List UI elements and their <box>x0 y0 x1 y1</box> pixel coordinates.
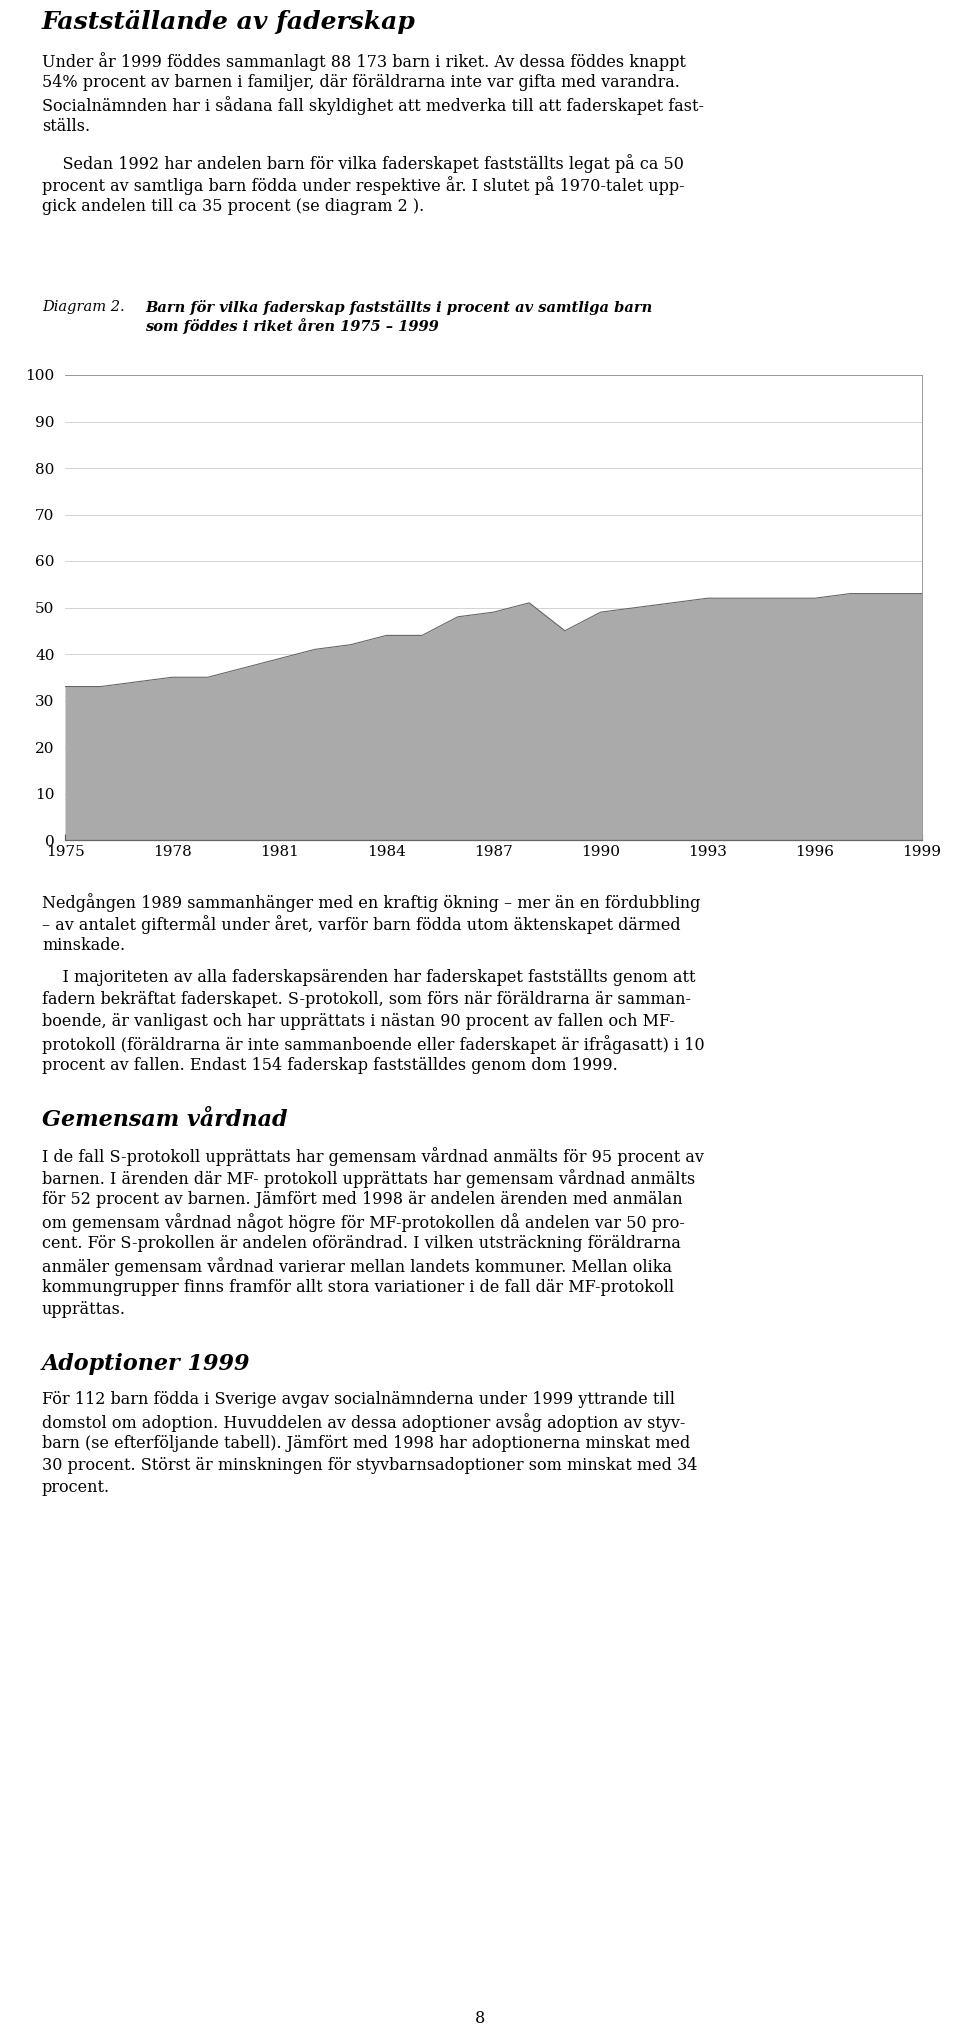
Text: Diagram 2.: Diagram 2. <box>42 299 125 314</box>
Text: om gemensam vårdnad något högre för MF-protokollen då andelen var 50 pro-: om gemensam vårdnad något högre för MF-p… <box>42 1213 684 1232</box>
Text: procent.: procent. <box>42 1478 110 1496</box>
Text: barn (se efterföljande tabell). Jämfört med 1998 har adoptionerna minskat med: barn (se efterföljande tabell). Jämfört … <box>42 1435 690 1452</box>
Text: Barn för vilka faderskap fastställts i procent av samtliga barn: Barn för vilka faderskap fastställts i p… <box>145 299 652 316</box>
Text: I de fall S-protokoll upprättats har gemensam vårdnad anmälts för 95 procent av: I de fall S-protokoll upprättats har gem… <box>42 1146 704 1167</box>
Text: I majoriteten av alla faderskapsärenden har faderskapet fastställts genom att: I majoriteten av alla faderskapsärenden … <box>42 969 695 985</box>
Text: procent av fallen. Endast 154 faderskap fastställdes genom dom 1999.: procent av fallen. Endast 154 faderskap … <box>42 1057 617 1075</box>
Text: 8: 8 <box>475 2010 485 2028</box>
Text: procent av samtliga barn födda under respektive år. I slutet på 1970-talet upp-: procent av samtliga barn födda under res… <box>42 175 684 195</box>
Text: 30 procent. Störst är minskningen för styvbarnsadoptioner som minskat med 34: 30 procent. Störst är minskningen för st… <box>42 1458 697 1474</box>
Text: upprättas.: upprättas. <box>42 1301 126 1317</box>
Text: Gemensam vårdnad: Gemensam vårdnad <box>42 1110 287 1132</box>
Text: Adoptioner 1999: Adoptioner 1999 <box>42 1354 251 1374</box>
Text: Fastställande av faderskap: Fastställande av faderskap <box>42 10 416 35</box>
Text: fadern bekräftat faderskapet. S-protokoll, som förs när föräldrarna är samman-: fadern bekräftat faderskapet. S-protokol… <box>42 992 691 1008</box>
Text: anmäler gemensam vårdnad varierar mellan landets kommuner. Mellan olika: anmäler gemensam vårdnad varierar mellan… <box>42 1256 672 1277</box>
Text: kommungrupper finns framför allt stora variationer i de fall där MF-protokoll: kommungrupper finns framför allt stora v… <box>42 1279 674 1297</box>
Text: 54% procent av barnen i familjer, där föräldrarna inte var gifta med varandra.: 54% procent av barnen i familjer, där fö… <box>42 73 680 92</box>
Text: Sedan 1992 har andelen barn för vilka faderskapet fastställts legat på ca 50: Sedan 1992 har andelen barn för vilka fa… <box>42 155 684 173</box>
Text: minskade.: minskade. <box>42 937 125 955</box>
Text: ställs.: ställs. <box>42 118 90 134</box>
Text: boende, är vanligast och har upprättats i nästan 90 procent av fallen och MF-: boende, är vanligast och har upprättats … <box>42 1014 675 1030</box>
Text: – av antalet giftermål under året, varför barn födda utom äktenskapet därmed: – av antalet giftermål under året, varfö… <box>42 914 681 935</box>
Text: För 112 barn födda i Sverige avgav socialnämnderna under 1999 yttrande till: För 112 barn födda i Sverige avgav socia… <box>42 1391 675 1409</box>
Text: cent. För S-prokollen är andelen oförändrad. I vilken utsträckning föräldrarna: cent. För S-prokollen är andelen oföränd… <box>42 1236 681 1252</box>
Text: Nedgången 1989 sammanhänger med en kraftig ökning – mer än en fördubbling: Nedgången 1989 sammanhänger med en kraft… <box>42 894 701 912</box>
Text: för 52 procent av barnen. Jämfört med 1998 är andelen ärenden med anmälan: för 52 procent av barnen. Jämfört med 19… <box>42 1191 683 1207</box>
Text: Under år 1999 föddes sammanlagt 88 173 barn i riket. Av dessa föddes knappt: Under år 1999 föddes sammanlagt 88 173 b… <box>42 53 685 71</box>
Text: protokoll (föräldrarna är inte sammanboende eller faderskapet är ifrågasatt) i 1: protokoll (föräldrarna är inte sammanboe… <box>42 1034 705 1055</box>
Text: gick andelen till ca 35 procent (se diagram 2 ).: gick andelen till ca 35 procent (se diag… <box>42 197 424 216</box>
Text: som föddes i riket åren 1975 – 1999: som föddes i riket åren 1975 – 1999 <box>145 318 439 334</box>
Text: domstol om adoption. Huvuddelen av dessa adoptioner avsåg adoption av styv-: domstol om adoption. Huvuddelen av dessa… <box>42 1413 685 1431</box>
Text: Socialnämnden har i sådana fall skyldighet att medverka till att faderskapet fas: Socialnämnden har i sådana fall skyldigh… <box>42 96 704 114</box>
Text: barnen. I ärenden där MF- protokoll upprättats har gemensam vårdnad anmälts: barnen. I ärenden där MF- protokoll uppr… <box>42 1169 695 1187</box>
